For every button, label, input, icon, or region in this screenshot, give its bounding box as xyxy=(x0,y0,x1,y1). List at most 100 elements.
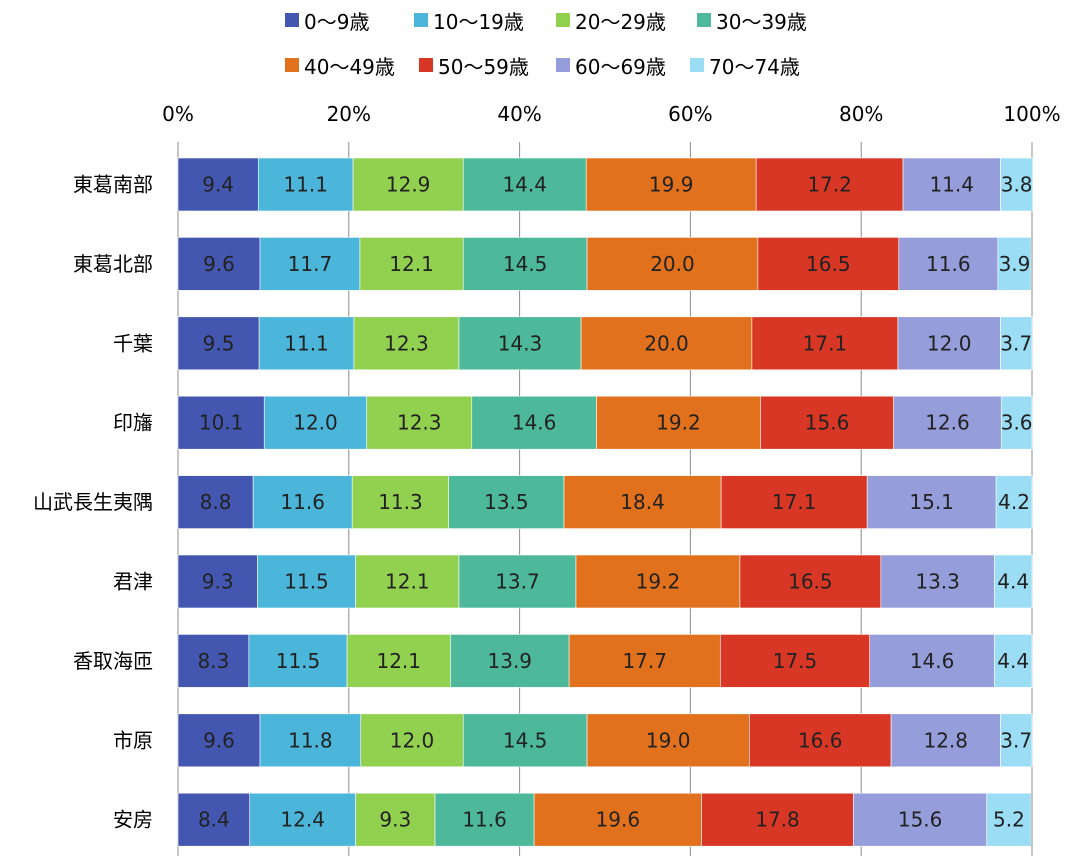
legend-item-1: 10〜19歳 xyxy=(414,5,524,35)
value-label-4-7: 4.2 xyxy=(998,490,1030,514)
value-label-1-5: 16.5 xyxy=(806,252,851,276)
value-label-4-2: 11.3 xyxy=(378,490,423,514)
value-label-8-6: 15.6 xyxy=(898,808,943,832)
value-label-3-0: 10.1 xyxy=(199,411,244,435)
value-label-7-4: 19.0 xyxy=(646,728,691,752)
value-label-5-1: 11.5 xyxy=(284,570,329,594)
legend-swatch-6 xyxy=(556,58,570,72)
value-label-0-2: 12.9 xyxy=(386,173,431,197)
bar-segment-7-0 xyxy=(177,713,261,768)
bar-segment-8-0 xyxy=(177,792,251,847)
value-label-0-7: 3.8 xyxy=(1001,173,1033,197)
value-label-2-7: 3.7 xyxy=(1000,331,1032,355)
category-label-1: 東葛北部 xyxy=(73,252,153,276)
x-tick-label-5: 100% xyxy=(1003,102,1060,126)
x-tick-label-0: 0% xyxy=(162,102,194,126)
value-label-7-5: 16.6 xyxy=(798,728,843,752)
legend-label-5: 50〜59歳 xyxy=(438,54,529,79)
bar-segment-8-3 xyxy=(434,792,535,847)
value-label-3-6: 12.6 xyxy=(925,411,970,435)
value-label-2-1: 11.1 xyxy=(284,331,329,355)
bar-segment-3-4 xyxy=(596,395,761,450)
bar-segment-7-5 xyxy=(749,713,892,768)
value-label-8-1: 12.4 xyxy=(280,808,325,832)
value-label-5-7: 4.4 xyxy=(997,570,1029,594)
value-label-6-2: 12.1 xyxy=(376,649,421,673)
value-label-4-1: 11.6 xyxy=(280,490,325,514)
bar-segment-1-1 xyxy=(259,237,361,291)
legend-item-5: 50〜59歳 xyxy=(419,50,529,80)
legend-item-7: 70〜74歳 xyxy=(690,50,800,80)
bar-segment-5-4 xyxy=(575,554,741,609)
bar-segment-1-0 xyxy=(177,237,261,291)
legend-item-4: 40〜49歳 xyxy=(285,50,395,80)
legend-label-3: 30〜39歳 xyxy=(716,9,807,34)
bar-segment-6-3 xyxy=(450,634,570,688)
value-label-1-7: 3.9 xyxy=(999,252,1031,276)
bar-segment-5-2 xyxy=(355,554,460,609)
bar-segment-4-4 xyxy=(563,475,722,529)
category-label-3: 印旛 xyxy=(113,411,153,435)
value-label-1-3: 14.5 xyxy=(503,252,548,276)
bar-segment-4-6 xyxy=(866,475,997,529)
value-label-6-3: 13.9 xyxy=(488,649,533,673)
value-label-4-0: 8.8 xyxy=(200,490,232,514)
legend-row-2: 40〜49歳 50〜59歳 60〜69歳 70〜74歳 xyxy=(0,50,1072,80)
value-label-6-0: 8.3 xyxy=(198,649,230,673)
legend-swatch-1 xyxy=(414,13,428,27)
value-label-3-2: 12.3 xyxy=(397,411,442,435)
category-label-7: 市原 xyxy=(113,728,153,752)
value-label-1-1: 11.7 xyxy=(288,252,333,276)
bar-segment-1-4 xyxy=(586,237,759,291)
value-label-4-3: 13.5 xyxy=(484,490,529,514)
value-label-6-1: 11.5 xyxy=(276,649,321,673)
value-label-1-6: 11.6 xyxy=(926,252,971,276)
bar-segment-8-1 xyxy=(249,792,356,847)
value-label-8-5: 17.8 xyxy=(755,808,800,832)
value-label-0-5: 17.2 xyxy=(807,173,852,197)
value-label-6-7: 4.4 xyxy=(997,649,1029,673)
bar-segment-5-7 xyxy=(994,554,1033,609)
value-label-5-2: 12.1 xyxy=(385,570,430,594)
bar-segment-4-5 xyxy=(720,475,868,529)
legend-row-1: 0〜9歳 10〜19歳 20〜29歳 30〜39歳 xyxy=(0,5,1072,35)
bar-segment-2-0 xyxy=(177,316,260,371)
category-label-5: 君津 xyxy=(113,570,153,594)
bar-segment-6-5 xyxy=(719,634,871,688)
value-label-8-7: 5.2 xyxy=(993,808,1025,832)
value-label-7-2: 12.0 xyxy=(390,728,435,752)
value-label-3-4: 19.2 xyxy=(656,411,701,435)
value-label-5-5: 16.5 xyxy=(788,570,833,594)
legend-item-2: 20〜29歳 xyxy=(556,5,666,35)
legend-label-6: 60〜69歳 xyxy=(575,54,666,79)
bar-segment-1-3 xyxy=(462,237,588,291)
value-label-6-5: 17.5 xyxy=(773,649,818,673)
legend: 0〜9歳 10〜19歳 20〜29歳 30〜39歳 40〜49歳 50〜59歳 … xyxy=(0,0,1072,95)
value-label-1-4: 20.0 xyxy=(650,252,695,276)
value-label-4-6: 15.1 xyxy=(909,490,954,514)
bar-segment-2-1 xyxy=(258,316,355,371)
value-label-1-0: 9.6 xyxy=(203,252,235,276)
value-label-0-6: 11.4 xyxy=(929,173,974,197)
legend-item-0: 0〜9歳 xyxy=(285,5,369,35)
value-label-2-4: 20.0 xyxy=(644,331,689,355)
x-tick-label-2: 40% xyxy=(497,102,541,126)
bar-segment-8-4 xyxy=(533,792,702,847)
value-label-2-2: 12.3 xyxy=(384,331,429,355)
value-label-7-7: 3.7 xyxy=(1000,728,1032,752)
legend-swatch-4 xyxy=(285,58,299,72)
legend-swatch-7 xyxy=(690,58,704,72)
bar-segment-1-7 xyxy=(997,237,1032,291)
bar-segment-8-2 xyxy=(355,792,436,847)
bar-segment-4-0 xyxy=(177,475,254,529)
bar-segment-7-3 xyxy=(462,713,588,768)
legend-swatch-3 xyxy=(697,13,711,27)
bar-segment-2-2 xyxy=(353,316,460,371)
value-label-7-0: 9.6 xyxy=(203,728,235,752)
legend-label-7: 70〜74歳 xyxy=(709,54,800,79)
bar-segment-3-0 xyxy=(177,395,265,450)
value-label-6-6: 14.6 xyxy=(910,649,955,673)
x-tick-label-1: 20% xyxy=(327,102,371,126)
value-label-5-6: 13.3 xyxy=(915,570,960,594)
bar-segment-0-3 xyxy=(462,157,587,212)
